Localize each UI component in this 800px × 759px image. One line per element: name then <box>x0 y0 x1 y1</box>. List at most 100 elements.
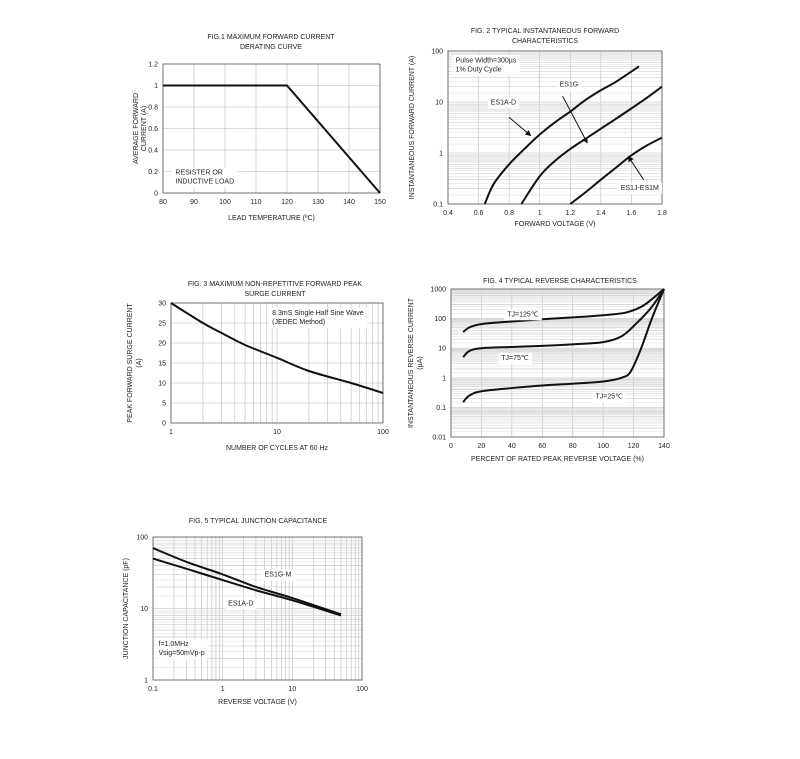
annotation: RESISTER OR INDUCTIVE LOAD <box>172 167 238 188</box>
x-tick-label: 120 <box>628 443 640 450</box>
x-axis-label: LEAD TEMPERATURE (ºC) <box>228 215 315 222</box>
annotation-text: 8.3mS Single Half Sine Wave <box>272 310 364 317</box>
annotation-background <box>592 391 627 403</box>
y-tick-label: 15 <box>158 361 166 368</box>
plot-frame <box>162 63 381 194</box>
x-tick-label: 20 <box>478 443 486 450</box>
x-tick-label: 100 <box>377 429 389 436</box>
y-tick-label: 0.1 <box>433 202 443 209</box>
x-tick-label: 0.8 <box>504 210 514 217</box>
annotation-arrow-icon <box>562 95 588 144</box>
annotation-text: ES1G-M <box>265 572 292 579</box>
series-line-derating <box>163 84 381 194</box>
y-tick-label: 0.6 <box>148 126 158 133</box>
annotation-background <box>155 638 208 659</box>
y-tick-label: 10 <box>158 381 166 388</box>
series-line-es1g-m <box>152 547 342 616</box>
x-tick-label: 120 <box>281 199 293 206</box>
annotation-background <box>225 598 257 610</box>
x-tick-label: 100 <box>597 443 609 450</box>
x-tick-label: 60 <box>538 443 546 450</box>
annotation-text: ES1A-D <box>491 99 516 106</box>
x-axis-label: FORWARD VOLTAGE (V) <box>514 221 595 228</box>
y-tick-label: 0.2 <box>148 169 158 176</box>
y-axis-label: PEAK FORWARD SURGE CURRENT <box>127 303 134 423</box>
series-line-surge <box>170 302 384 394</box>
annotation-text: Pulse Width=300µs <box>456 57 517 64</box>
chart-title: FIG. 2 TYPICAL INSTANTANEOUS FORWARD <box>471 28 619 35</box>
plot-frame <box>450 288 665 438</box>
y-axis-label: JUNCTION CAPACITANCE (pF) <box>123 558 130 659</box>
x-tick-label: 40 <box>508 443 516 450</box>
x-tick-label: 1.4 <box>596 210 606 217</box>
y-tick-label: 0.8 <box>148 105 158 112</box>
y-tick-label: 0 <box>154 191 158 198</box>
x-tick-label: 100 <box>219 199 231 206</box>
x-tick-label: 10 <box>273 429 281 436</box>
y-tick-label: 10 <box>140 606 148 613</box>
annotation-text: ES1A-D <box>228 601 253 608</box>
x-tick-label: 1.6 <box>627 210 637 217</box>
x-axis-label: NUMBER OF CYCLES AT 60 Hz <box>226 445 329 452</box>
x-tick-label: 100 <box>356 686 368 693</box>
y-axis-label: (A) <box>136 358 143 367</box>
y-tick-label: 100 <box>136 535 148 542</box>
annotation-arrow-icon <box>508 116 532 137</box>
annotation: ES1G-M <box>261 569 295 581</box>
series-line-es1a-d <box>152 557 342 617</box>
series-line-es1g <box>520 85 663 205</box>
x-tick-label: 140 <box>658 443 670 450</box>
x-axis-label: PERCENT OF RATED PEAK REVERSE VOLTAGE (%… <box>471 456 644 463</box>
grid <box>450 288 665 438</box>
annotation: 8.3mS Single Half Sine Wave (JEDEC Method… <box>269 308 367 328</box>
annotation-background <box>261 569 295 581</box>
y-axis-label: INSTANTANEOUS REVERSE CURRENT <box>408 297 415 428</box>
annotation-text: f=1.0MHz <box>159 641 190 648</box>
annotation-text: INDUCTIVE LOAD <box>175 179 234 186</box>
annotation-text: 1% Duty Cycle <box>456 66 502 73</box>
x-tick-label: 0.1 <box>148 686 158 693</box>
x-tick-label: 80 <box>569 443 577 450</box>
y-tick-label: 0.01 <box>432 435 446 442</box>
chart-title: FIG. 5 TYPICAL JUNCTION CAPACITANCE <box>189 518 328 525</box>
chart-title: SURGE CURRENT <box>244 291 306 298</box>
chart-fig2: 0.4 0.6 0.8 1 1.2 1.4 1.6 1.8 0.1 1 10 100 FIG. 2 TY… <box>409 28 667 228</box>
annotation-background <box>504 309 542 321</box>
y-tick-label: 100 <box>431 49 443 56</box>
annotation-arrow-icon <box>627 155 645 180</box>
annotation-background <box>617 182 663 194</box>
series-line-tj-25- <box>462 288 665 403</box>
annotation: ES1A-D <box>487 97 532 137</box>
y-tick-label: 1 <box>442 375 446 382</box>
annotation: f=1.0MHz Vsig=50mVp-p <box>155 638 208 659</box>
y-axis-label: AVERAGE FORWARD <box>133 93 140 164</box>
annotation-text: ES1J-ES1M <box>621 185 659 192</box>
chart-title: FIG. 3 MAXIMUM NON-REPETITIVE FORWARD PE… <box>188 281 363 288</box>
annotation: ES1G <box>556 79 588 144</box>
annotation-background <box>487 97 520 109</box>
annotation-background <box>172 167 238 188</box>
x-tick-label: 1 <box>538 210 542 217</box>
y-tick-label: 1.2 <box>148 62 158 69</box>
x-tick-label: 1.2 <box>565 210 575 217</box>
y-axis-label: INSTANTANEOUS FORWARD CURRENT (A) <box>409 56 416 200</box>
y-tick-label: 1 <box>154 83 158 90</box>
x-tick-label: 130 <box>312 199 324 206</box>
chart-title: FIG. 4 TYPICAL REVERSE CHARACTERISTICS <box>483 278 637 285</box>
x-tick-label: 1 <box>221 686 225 693</box>
annotation-text: Vsig=50mVp-p <box>159 650 205 657</box>
annotation: TJ=75℃ <box>498 352 532 364</box>
annotation-text: TJ=75℃ <box>501 355 529 362</box>
y-tick-label: 0.1 <box>436 405 446 412</box>
plot-frame <box>152 536 363 681</box>
chart-fig1: 80 90 100 110 120 130 140 150 0 0.2 0.4 0.6 0.8 1 1.2 F… <box>133 34 386 222</box>
x-axis-label: REVERSE VOLTAGE (V) <box>218 699 297 706</box>
x-tick-label: 10 <box>288 686 296 693</box>
x-tick-label: 150 <box>374 199 386 206</box>
plot-frame <box>447 50 663 205</box>
x-tick-label: 0.4 <box>443 210 453 217</box>
annotation-background <box>452 55 520 76</box>
series-line-es1j-es1m <box>569 136 663 205</box>
